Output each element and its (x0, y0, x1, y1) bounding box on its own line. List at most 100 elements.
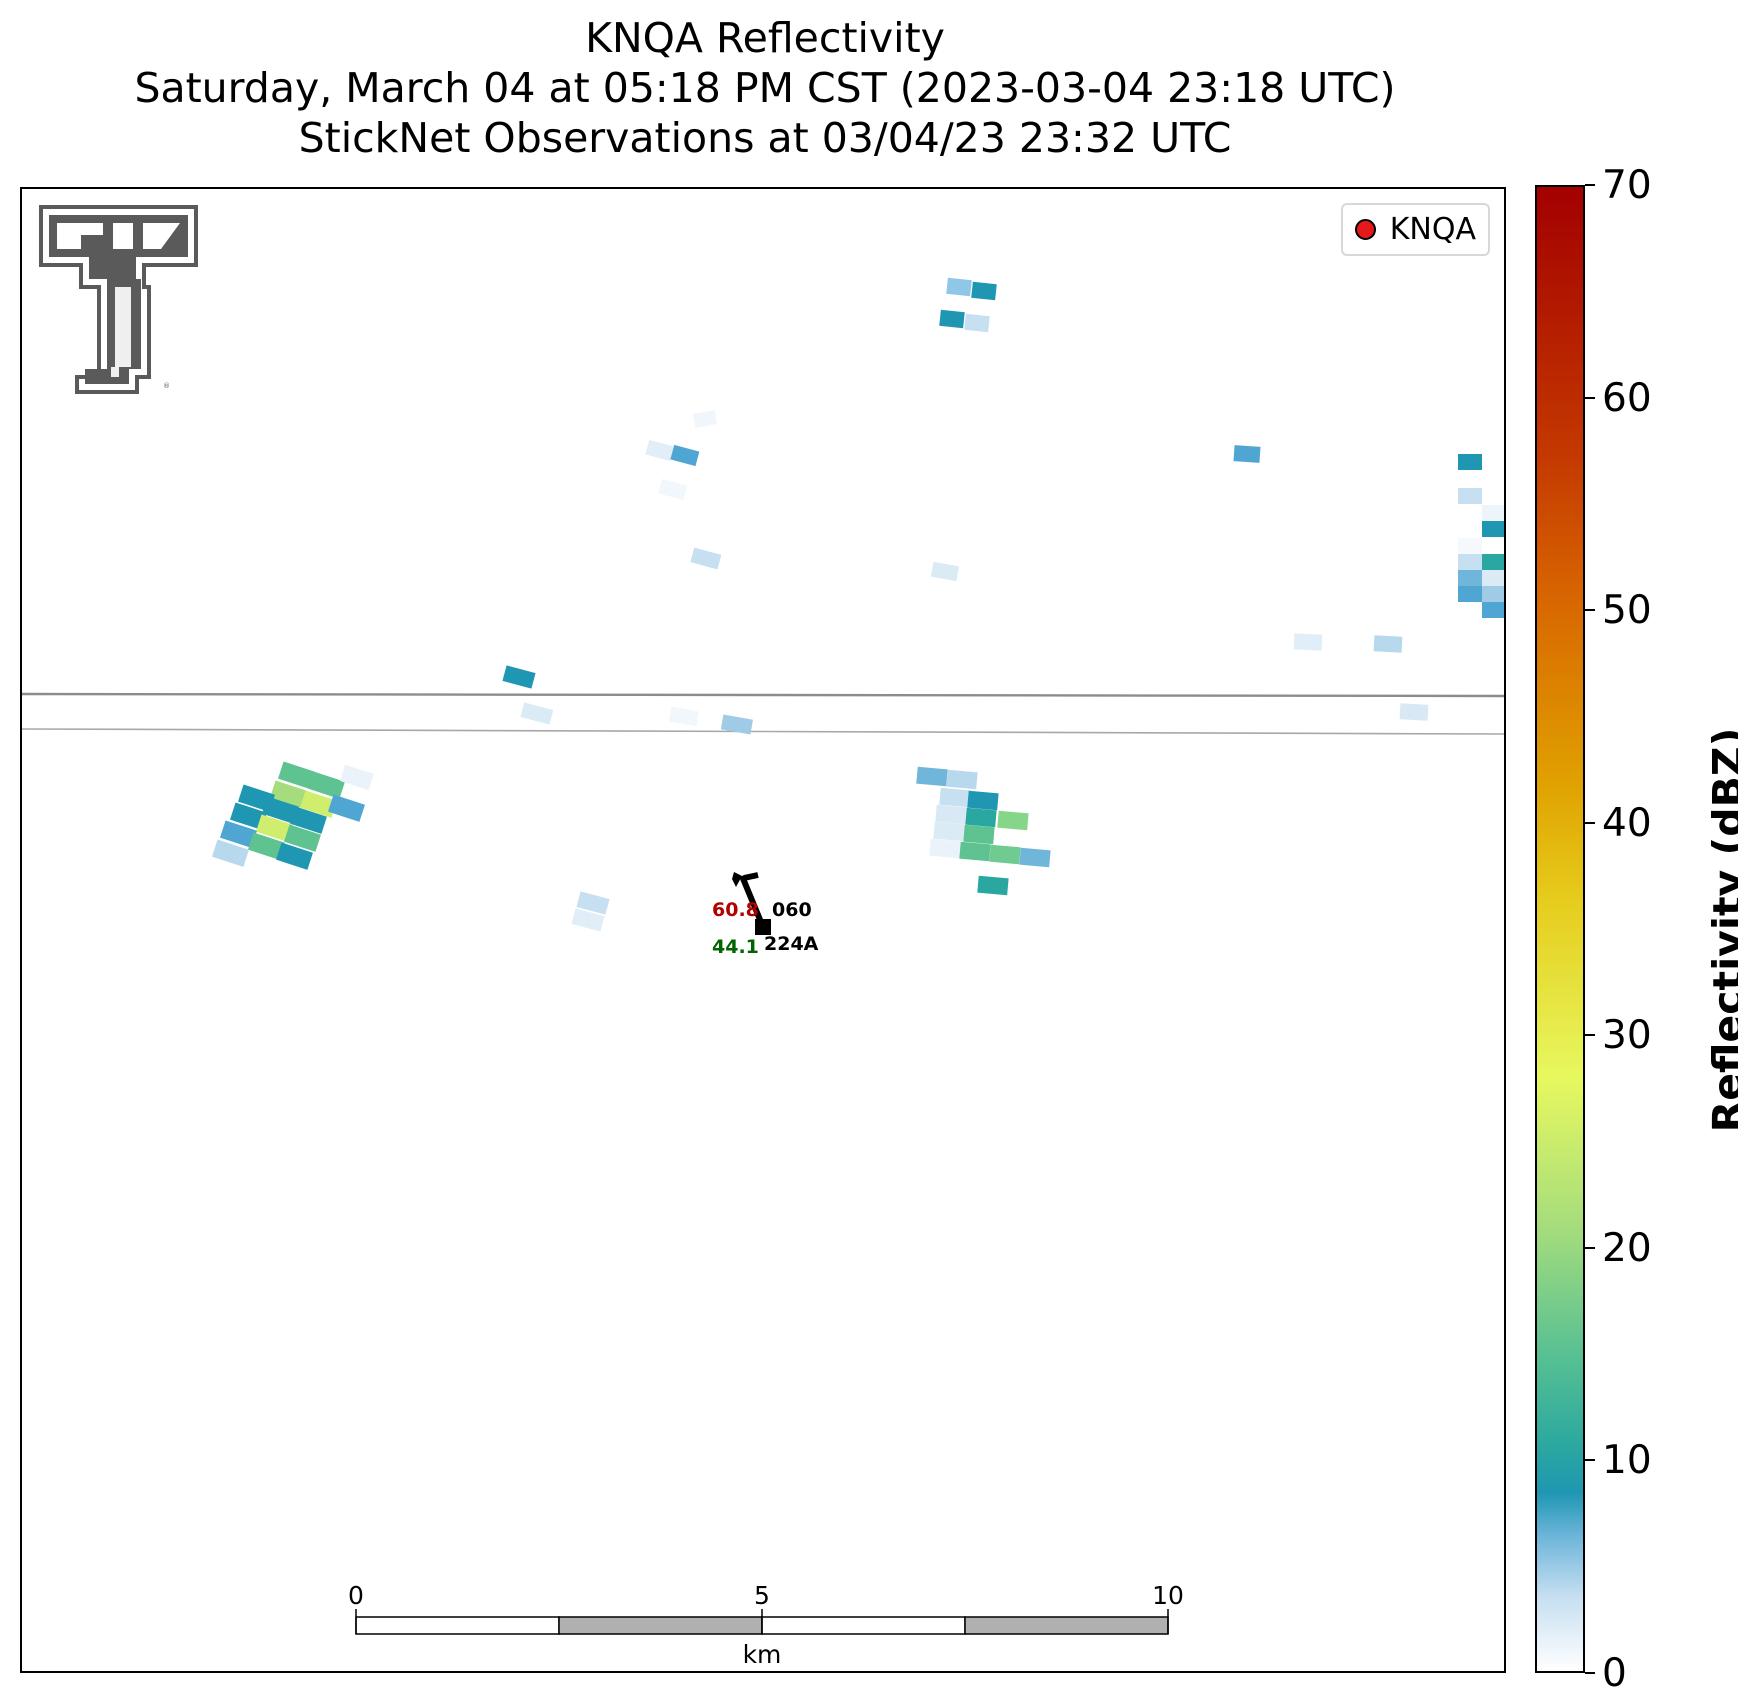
colorbar-tick (1585, 184, 1595, 186)
scale-bar: 0 5 10 km (348, 1581, 1184, 1669)
colorbar-tick-label: 0 (1602, 1651, 1627, 1696)
radar-gate (256, 814, 293, 842)
colorbar-tick-label: 10 (1602, 1438, 1652, 1484)
radar-gate (1373, 635, 1403, 653)
colorbar-tick (1585, 1459, 1595, 1462)
station-id: 224A (764, 933, 819, 955)
scale-bar-unit: km (743, 1640, 782, 1669)
colorbar-title: Reflectivity (dBZ) (1704, 727, 1738, 1133)
colorbar-tick (1585, 609, 1595, 612)
station-temperature: 60.8 (712, 899, 759, 921)
colorbar-tick (1585, 1246, 1595, 1249)
plot-subtitle-time: Saturday, March 04 at 05:18 PM CST (2023… (134, 64, 1396, 112)
radar-gate (262, 796, 299, 824)
radar-gate (1233, 445, 1261, 463)
radar-gate (278, 761, 315, 789)
radar-gate (220, 820, 257, 848)
radar-gate (946, 769, 978, 790)
radar-gate (230, 802, 267, 830)
radar-gate (270, 780, 307, 808)
radar-gate (929, 838, 961, 859)
radar-gate (959, 841, 991, 862)
radar-gate (1458, 586, 1482, 602)
legend-label: KNQA (1389, 212, 1476, 247)
radar-gate (935, 804, 967, 825)
radar-gate (1482, 521, 1504, 537)
radar-gate (284, 824, 321, 852)
road-line (22, 692, 1504, 698)
map-legend: KNQA (1340, 203, 1490, 256)
scale-bar-segment (761, 1616, 966, 1635)
radar-gate (964, 313, 990, 333)
radar-gate (658, 478, 688, 501)
radar-gate (290, 806, 327, 834)
radar-gate (1482, 602, 1504, 618)
radar-gate (720, 714, 753, 735)
radar-gate (1458, 488, 1482, 504)
radar-gate (930, 561, 960, 582)
colorbar-tick (1585, 1672, 1595, 1674)
radar-gate (997, 810, 1029, 831)
reflectivity-map: 60.8 060 44.1 224A 0 5 10 km (22, 205, 1504, 1669)
colorbar-tick-label: 70 (1602, 163, 1652, 208)
radar-gate (692, 410, 718, 428)
sticknet-station-plot[interactable]: 60.8 060 44.1 224A (712, 872, 819, 958)
station-marker (755, 919, 771, 935)
radar-gate (1458, 454, 1482, 470)
radar-gate (965, 807, 997, 828)
radar-gate (276, 842, 313, 870)
radar-gate (520, 702, 554, 725)
station-pressure: 060 (772, 899, 812, 921)
knqa-radar-marker-icon (1354, 219, 1376, 240)
radar-gate (977, 875, 1009, 896)
reflectivity-gates (212, 277, 1504, 932)
radar-gate (1399, 703, 1429, 721)
wind-barb-flag (743, 872, 759, 881)
scale-bar-label: 0 (348, 1581, 364, 1610)
colorbar-tick (1585, 1034, 1595, 1037)
radar-gate (971, 281, 997, 301)
colorbar-tick-label: 30 (1602, 1013, 1652, 1059)
radar-gate (300, 790, 337, 818)
radar-gate (668, 706, 700, 727)
radar-gate (963, 824, 995, 845)
colorbar-tick (1585, 396, 1595, 399)
radar-gate (328, 794, 365, 822)
radar-gate (670, 444, 700, 467)
radar-gate (939, 309, 965, 329)
radar-gate (946, 277, 972, 297)
radar-gate (212, 839, 249, 867)
radar-gate (308, 771, 345, 799)
colorbar-tick-label: 20 (1602, 1225, 1652, 1271)
radar-gate (916, 766, 948, 787)
colorbar-tick-label: 40 (1602, 800, 1652, 846)
plot-title: KNQA Reflectivity (585, 14, 945, 62)
colorbar-tick-label: 60 (1602, 375, 1652, 421)
map-panel[interactable]: 60.8 060 44.1 224A 0 5 10 km (20, 187, 1506, 1673)
scale-bar-segment (964, 1616, 1169, 1635)
scale-bar-label: 5 (754, 1581, 770, 1610)
radar-gate (690, 547, 722, 570)
wind-barb-flag (732, 872, 742, 887)
radar-gate (939, 787, 971, 808)
radar-gate (1458, 570, 1482, 586)
plot-subtitle-observations: StickNet Observations at 03/04/23 23:32 … (298, 114, 1232, 162)
radar-gate (248, 832, 285, 860)
road-line (22, 728, 1504, 735)
radar-gate (571, 908, 605, 932)
radar-gate (502, 665, 536, 689)
radar-gate (1482, 554, 1504, 570)
colorbar-tick-label: 50 (1602, 588, 1652, 634)
radar-gate (989, 844, 1021, 865)
radar-gate (1482, 570, 1504, 586)
radar-gate (645, 439, 675, 462)
scale-bar-label: 10 (1152, 1581, 1184, 1610)
radar-gate (1019, 847, 1051, 868)
texas-tech-double-t-logo: ® (39, 205, 198, 394)
wind-barb-staff (739, 874, 766, 929)
radar-gate (1458, 538, 1482, 554)
reflectivity-colorbar (1535, 185, 1585, 1673)
radar-gate (1458, 554, 1482, 570)
radar-gate (1482, 505, 1504, 521)
colorbar-tick (1585, 821, 1595, 824)
